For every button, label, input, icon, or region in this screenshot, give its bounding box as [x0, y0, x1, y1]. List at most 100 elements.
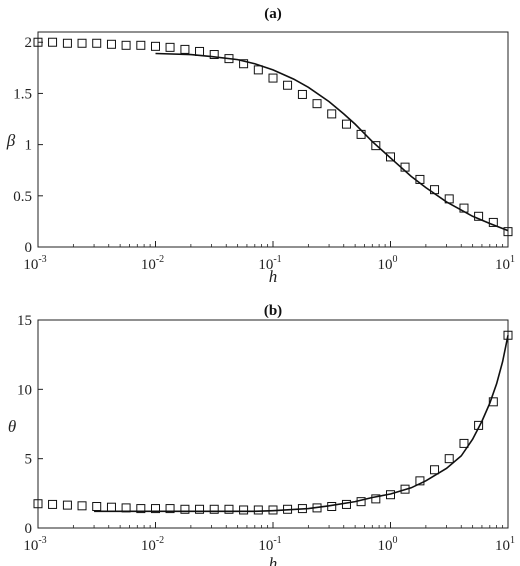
series-square-marker: [106, 502, 116, 512]
series-square-marker: [459, 438, 469, 448]
series-square-marker: [444, 454, 454, 464]
series-square-marker: [224, 54, 234, 64]
y-tick-label: 0: [25, 240, 33, 256]
series-square-marker: [312, 99, 322, 109]
series-square-marker: [268, 73, 278, 83]
panel-b-x-ticks: 10-3 10-2 10-1 100 101: [23, 522, 515, 554]
panel-b-title: (b): [264, 303, 282, 319]
series-square-marker: [195, 46, 205, 56]
series-square-marker: [239, 59, 249, 69]
panel-b-y-ticks: 0 5 10 15: [17, 313, 43, 537]
y-tick-label: 10: [17, 382, 32, 398]
series-square-marker: [106, 39, 116, 49]
panel-a-y-ticks: 0 0.5 1 1.5 2: [13, 35, 43, 256]
y-tick-label: 1: [25, 138, 33, 154]
series-square-marker: [503, 227, 513, 237]
series-square-marker: [165, 504, 175, 514]
series-square-marker: [283, 504, 293, 514]
x-tick-label: 101: [495, 535, 515, 554]
series-square-marker: [33, 37, 43, 47]
series-square-marker: [356, 497, 366, 507]
series-square-marker: [415, 476, 425, 486]
panel-a-title: (a): [264, 6, 282, 22]
series-square-marker: [400, 162, 410, 172]
panel-a-series: [33, 37, 513, 237]
series-square-marker: [180, 44, 190, 54]
series-square-marker: [151, 504, 160, 514]
series-square-marker: [209, 504, 219, 514]
series-square-marker: [297, 89, 307, 99]
series-square-marker: [62, 38, 72, 48]
series-square-marker: [415, 174, 425, 184]
series-square-marker: [239, 505, 249, 515]
panel-a-y-axis-label: β: [6, 131, 16, 150]
y-tick-label: 1.5: [13, 86, 32, 102]
series-line: [155, 52, 509, 232]
x-tick-label: 10-3: [23, 535, 46, 554]
series-square-marker: [312, 503, 322, 513]
x-tick-label: 100: [378, 254, 398, 273]
x-tick-label: 10-3: [23, 254, 46, 273]
series-square-marker: [48, 499, 58, 509]
series-square-marker: [327, 502, 337, 512]
panel-b-x-axis-label: h: [269, 554, 278, 566]
series-square-marker: [209, 50, 219, 60]
panel-b: (b) 0 5 10 15 10-3 10-2 10-1 100 101 h θ: [8, 303, 515, 566]
x-tick-label: 101: [495, 254, 515, 273]
panel-a-x-axis-label: h: [269, 267, 278, 286]
y-tick-label: 0: [25, 521, 33, 537]
series-square-marker: [488, 217, 498, 227]
panel-b-y-axis-label: θ: [8, 417, 16, 436]
series-square-marker: [136, 504, 146, 514]
series-square-marker: [430, 185, 440, 195]
series-square-marker: [371, 494, 381, 504]
series-square-marker: [474, 211, 484, 221]
panel-a-x-ticks: 10-3 10-2 10-1 100 101: [23, 241, 515, 273]
series-square-marker: [371, 141, 381, 151]
series-square-marker: [165, 42, 175, 52]
series-square-marker: [77, 501, 87, 511]
series-square-marker: [121, 503, 131, 513]
panel-a-plot-frame: [37, 31, 509, 248]
series-square-marker: [92, 502, 102, 512]
series-square-marker: [430, 465, 440, 475]
series-square-marker: [92, 38, 102, 48]
series-square-marker: [341, 499, 351, 509]
series-square-marker: [283, 80, 293, 90]
x-tick-label: 100: [378, 535, 398, 554]
series-square-marker: [136, 40, 146, 50]
y-tick-label: 0.5: [13, 189, 32, 205]
series-square-marker: [297, 504, 307, 514]
series-square-marker: [386, 152, 395, 162]
panel-b-series: [33, 330, 513, 515]
series-square-marker: [474, 420, 484, 430]
series-square-marker: [77, 38, 87, 48]
y-tick-label: 15: [17, 313, 32, 329]
series-square-marker: [48, 37, 58, 47]
series-square-marker: [459, 203, 469, 213]
series-square-marker: [224, 504, 234, 514]
series-square-marker: [33, 499, 43, 509]
y-tick-label: 2: [25, 35, 33, 51]
series-square-marker: [253, 65, 263, 75]
x-tick-label: 10-1: [258, 535, 281, 554]
series-square-marker: [195, 504, 205, 514]
series-square-marker: [327, 109, 337, 119]
series-square-marker: [488, 397, 498, 407]
series-square-marker: [151, 41, 160, 51]
panel-b-plot-frame: [37, 319, 509, 529]
series-line: [94, 335, 509, 513]
series-square-marker: [400, 484, 410, 494]
series-square-marker: [444, 194, 454, 204]
x-tick-label: 10-1: [258, 254, 281, 273]
series-square-marker: [180, 504, 190, 514]
y-tick-label: 5: [25, 452, 33, 468]
series-square-marker: [121, 40, 131, 50]
x-tick-label: 10-2: [141, 535, 164, 554]
series-square-marker: [503, 330, 513, 340]
series-square-marker: [341, 119, 351, 129]
x-tick-label: 10-2: [141, 254, 164, 273]
panel-a: (a) 0 0.5 1 1.5 2 10-3 10-2 10-1 100 101 h β: [6, 6, 515, 286]
series-square-marker: [356, 129, 366, 139]
